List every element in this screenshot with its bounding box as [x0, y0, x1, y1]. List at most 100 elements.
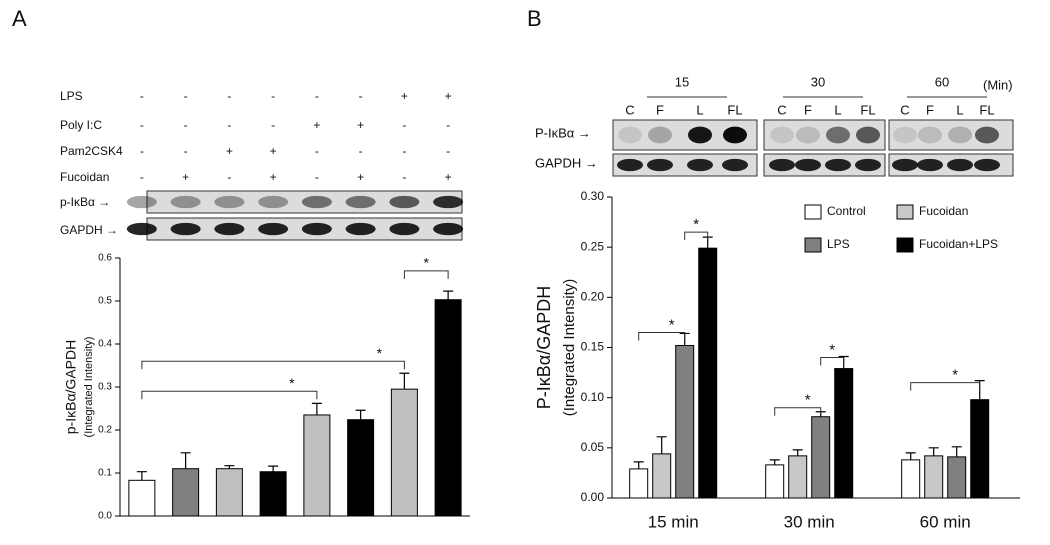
treatment-label: Poly I:C	[60, 118, 102, 132]
treatment-sign: +	[445, 170, 452, 184]
error-bar	[633, 461, 644, 469]
treatment-sign: -	[271, 118, 275, 132]
error-bar	[268, 465, 279, 472]
treatment-sign: -	[140, 144, 144, 158]
panel-letter: B	[527, 6, 542, 31]
significance-label: *	[377, 345, 383, 361]
y-tick-label: 0.00	[581, 490, 605, 504]
blot-band	[126, 222, 157, 236]
blot-band	[893, 126, 917, 144]
legend-swatch	[804, 204, 822, 220]
blot-band	[795, 158, 821, 172]
y-tick-label: 0.6	[98, 253, 112, 264]
lane-label: FL	[979, 102, 994, 117]
lane-label: FL	[860, 102, 875, 117]
bar	[947, 456, 967, 499]
blot-band	[687, 158, 713, 172]
treatment-sign: -	[184, 89, 188, 103]
blot-band	[723, 126, 747, 144]
error-bar	[355, 409, 366, 420]
error-bar	[311, 402, 322, 415]
significance-label: *	[424, 255, 430, 271]
y-tick-label: 0.10	[581, 390, 605, 404]
blot-band	[796, 126, 820, 144]
panel-letter: A	[12, 6, 27, 31]
lane-label: C	[777, 102, 786, 117]
treatment-sign: -	[402, 144, 406, 158]
blot-band	[948, 126, 972, 144]
blot-label: GAPDH →	[60, 223, 118, 237]
legend-label: Control	[827, 204, 866, 218]
legend-swatch	[804, 237, 822, 253]
error-bar	[792, 449, 803, 456]
treatment-sign: +	[270, 144, 277, 158]
treatment-sign: -	[140, 118, 144, 132]
bar	[834, 368, 854, 499]
treatment-label: Fucoidan	[60, 170, 109, 184]
blot-band	[389, 222, 420, 236]
blot-band	[214, 195, 245, 209]
y-tick-label: 0.05	[581, 440, 605, 454]
blot-band	[722, 158, 748, 172]
blot-frame	[612, 153, 758, 177]
lane-label: FL	[727, 102, 742, 117]
x-tick-label: 30 min	[784, 512, 835, 531]
blot-label: GAPDH →	[535, 155, 598, 170]
bar	[901, 459, 921, 499]
y-axis-label: p-IκBα/GAPDH	[63, 340, 79, 434]
blot-band	[618, 126, 642, 144]
significance-bracket	[910, 382, 981, 391]
blot-band	[301, 195, 332, 209]
significance-label: *	[805, 392, 811, 409]
lane-label: C	[900, 102, 909, 117]
y-tick-label: 0.5	[98, 296, 112, 307]
blot-band	[917, 158, 943, 172]
treatment-sign: -	[315, 170, 319, 184]
time-unit: (Min)	[983, 77, 1013, 92]
bar	[765, 464, 785, 499]
bar	[259, 471, 287, 517]
treatment-sign: -	[402, 170, 406, 184]
blot-band	[433, 222, 464, 236]
significance-bracket	[820, 357, 845, 366]
significance-bracket	[141, 390, 318, 400]
y-tick-label: 0.30	[581, 189, 605, 203]
blot-band	[826, 126, 850, 144]
significance-label: *	[693, 216, 699, 233]
blot-band	[617, 158, 643, 172]
significance-label: *	[952, 367, 958, 384]
blot-band	[648, 126, 672, 144]
error-bar	[399, 372, 410, 390]
treatment-sign: -	[446, 118, 450, 132]
y-tick-label: 0.0	[98, 511, 112, 522]
x-tick-label: 15 min	[648, 512, 699, 531]
y-tick-label: 0.4	[98, 339, 112, 350]
blot-band	[433, 195, 464, 209]
lane-label: F	[656, 102, 664, 117]
bar	[629, 468, 649, 499]
blot-band	[825, 158, 851, 172]
treatment-sign: +	[401, 89, 408, 103]
bar	[698, 247, 718, 499]
bar	[303, 414, 331, 517]
lane-label: F	[804, 102, 812, 117]
legend-label: Fucoidan	[919, 204, 968, 218]
y-axis-label: P-IκBα/GAPDH	[534, 286, 554, 409]
treatment-sign: +	[445, 89, 452, 103]
blot-band	[975, 126, 999, 144]
treatment-sign: +	[226, 144, 233, 158]
y-tick-label: 0.25	[581, 239, 605, 253]
bar	[172, 468, 200, 517]
treatment-label: LPS	[60, 89, 83, 103]
treatment-sign: -	[315, 144, 319, 158]
blot-band	[688, 126, 712, 144]
error-bar	[769, 459, 780, 465]
y-tick-label: 0.1	[98, 468, 112, 479]
blot-band	[258, 195, 289, 209]
treatment-sign: -	[184, 144, 188, 158]
blot-band	[126, 195, 157, 209]
blot-band	[856, 126, 880, 144]
blot-band	[258, 222, 289, 236]
significance-label: *	[829, 342, 835, 359]
